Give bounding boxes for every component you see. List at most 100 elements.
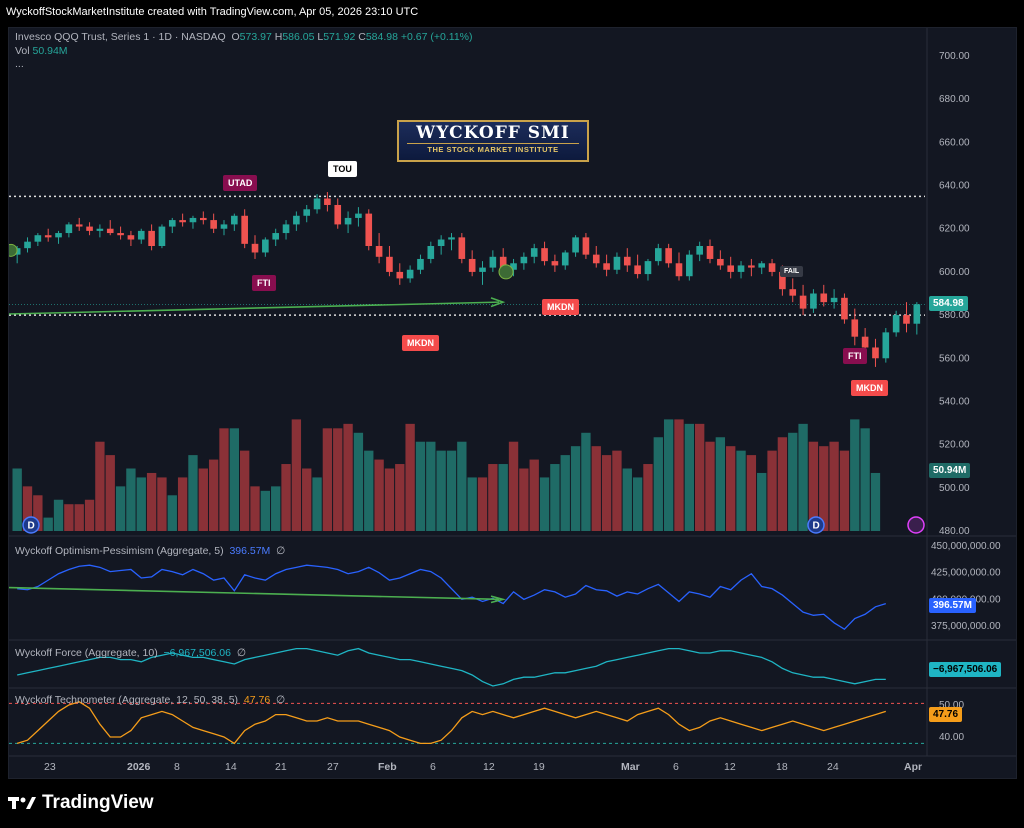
candle-body — [117, 233, 124, 236]
symbol-name[interactable]: Invesco QQQ Trust, Series 1 · 1D · NASDA… — [15, 31, 226, 43]
candle-body — [210, 220, 217, 229]
op-name: Wyckoff Optimism-Pessimism (Aggregate, 5… — [15, 545, 224, 557]
volume-bar — [167, 495, 177, 531]
candle-body — [241, 215, 248, 244]
highlight-circle — [498, 264, 514, 280]
tech-tag: 47.76 — [929, 707, 963, 722]
candle-body — [675, 263, 683, 277]
volume-bar — [560, 455, 570, 531]
candle-body — [737, 265, 745, 272]
candle-body — [189, 217, 197, 223]
tradingview-brand[interactable]: TradingView — [8, 792, 154, 814]
high-label: H — [274, 31, 283, 43]
volume-bar — [674, 419, 684, 531]
candle-body — [313, 198, 321, 210]
time-axis-label: 14 — [225, 761, 237, 773]
volume-bar — [115, 486, 126, 531]
price-tick-label: 540.00 — [939, 396, 970, 407]
time-axis-label: 6 — [430, 761, 436, 773]
volume-bar — [736, 450, 746, 531]
candle-body — [251, 243, 259, 253]
candle-body — [841, 297, 848, 320]
logo-title: WYCKOFF SMI — [416, 123, 570, 143]
candle-body — [168, 220, 176, 227]
candle-body — [830, 297, 838, 303]
candle-body — [220, 224, 228, 229]
volume-bar — [612, 450, 622, 531]
candle-body — [65, 224, 73, 234]
dividend-badge-icon — [807, 516, 825, 534]
legend-more-button[interactable]: ... — [15, 58, 24, 70]
volume-bar — [591, 446, 601, 531]
candle-body — [768, 263, 776, 272]
volume-bar — [384, 468, 395, 531]
mkdn-label-1: MKDN — [402, 335, 439, 351]
time-axis-label: Feb — [378, 761, 397, 773]
volume-bar — [105, 455, 115, 531]
tech-legend[interactable]: Wyckoff Technometer (Aggregate, 12, 50, … — [15, 694, 285, 706]
volume-bar — [777, 437, 788, 531]
candle-body — [458, 237, 466, 259]
volume-bar — [519, 468, 529, 531]
candle-body — [758, 263, 766, 268]
candle-body — [231, 215, 238, 225]
candle-body — [262, 239, 269, 253]
volume-bar — [488, 464, 498, 531]
tech-name: Wyckoff Technometer (Aggregate, 12, 50, … — [15, 694, 239, 706]
candle-body — [779, 271, 786, 290]
candle-body — [448, 237, 455, 240]
time-axis-label: 12 — [483, 761, 495, 773]
volume-bar — [136, 477, 146, 531]
change-value: +0.67 (+0.11%) — [400, 31, 473, 43]
candle-body — [510, 263, 517, 270]
volume-bar — [343, 423, 353, 531]
volume-bar — [84, 499, 95, 531]
volume-bar — [312, 477, 322, 531]
tech-value: 47.76 — [243, 694, 271, 706]
candle-body — [613, 256, 621, 270]
volume-bar — [446, 450, 457, 531]
price-tick-label: 480.00 — [939, 526, 970, 537]
tradingview-logo-icon — [8, 797, 36, 809]
volume-bar — [860, 428, 870, 531]
candle-body — [851, 319, 859, 337]
volume-bar — [229, 428, 239, 531]
volume-bar — [653, 437, 663, 531]
volume-bar — [188, 455, 198, 531]
low-label: L — [317, 31, 324, 43]
volume-bar — [53, 499, 64, 531]
op-legend[interactable]: Wyckoff Optimism-Pessimism (Aggregate, 5… — [15, 545, 285, 557]
volume-bar — [705, 441, 715, 531]
force-legend[interactable]: Wyckoff Force (Aggregate, 10) −6,967,506… — [15, 647, 246, 659]
force-name: Wyckoff Force (Aggregate, 10) — [15, 647, 158, 659]
chart-area[interactable]: 700.00 680.00 660.00 640.00 620.00 600.00 580.… — [8, 27, 1017, 779]
volume-bar — [695, 423, 705, 531]
candle-body — [137, 230, 145, 240]
candle-body — [417, 258, 424, 270]
tou-label: TOU — [328, 161, 357, 177]
volume-legend[interactable]: Vol 50.94M — [15, 45, 68, 57]
candle-body — [561, 252, 569, 266]
close-label: C — [358, 31, 366, 43]
price-tick-label: 580.00 — [939, 310, 970, 321]
volume-bar — [12, 468, 22, 531]
volume-bar — [240, 450, 250, 531]
open-value: 573.97 — [239, 31, 272, 43]
volume-bar — [798, 423, 808, 531]
candle-body — [396, 271, 404, 279]
candle-body — [75, 224, 83, 227]
wyckoff-logo: WYCKOFF SMI THE STOCK MARKET INSTITUTE — [397, 120, 589, 162]
candle-body — [375, 246, 383, 257]
candle-body — [686, 254, 693, 277]
op-tick-label: 450,000,000.00 — [931, 541, 1001, 552]
price-legend[interactable]: Invesco QQQ Trust, Series 1 · 1D · NASDA… — [15, 31, 473, 43]
volume-bar — [643, 464, 653, 531]
time-axis-label: 2026 — [127, 761, 151, 773]
op-mark: ∅ — [276, 545, 286, 557]
low-value: 571.92 — [323, 31, 356, 43]
candle-body — [324, 198, 331, 205]
time-axis-label: 27 — [327, 761, 339, 773]
chart-svg[interactable]: 700.00680.00660.00640.00620.00600.00580.… — [9, 28, 1016, 778]
candle-body — [127, 235, 135, 240]
